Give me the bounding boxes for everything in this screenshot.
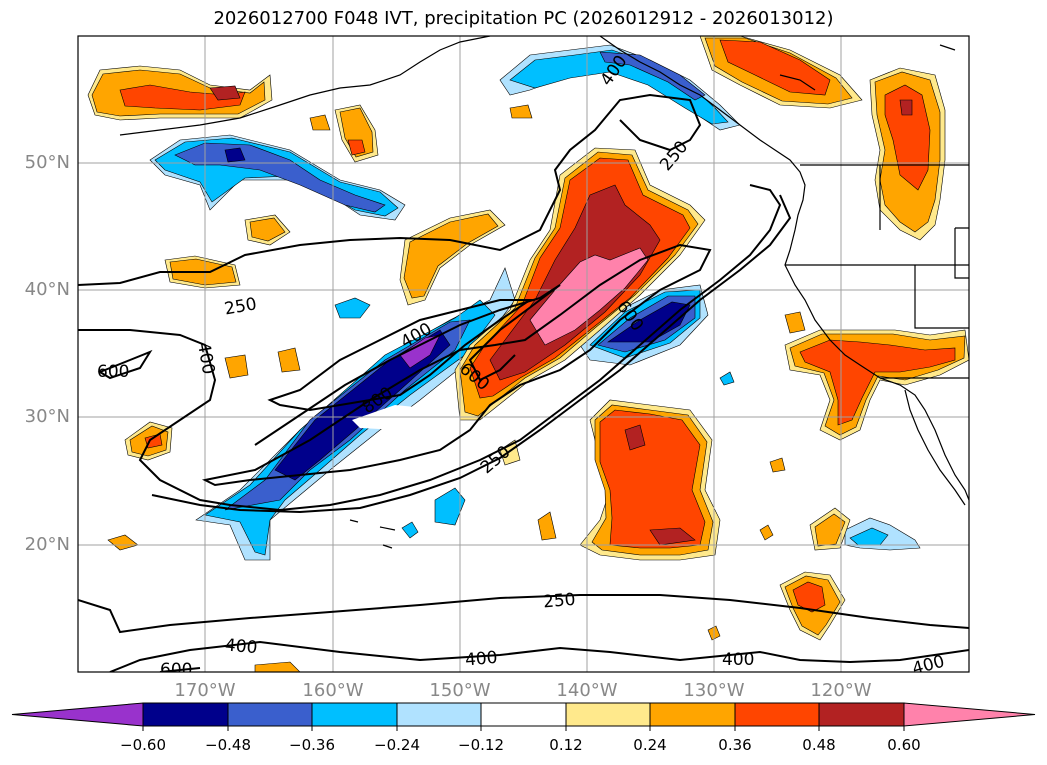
lon-label: 120°W <box>810 680 872 701</box>
colorbar-segment <box>311 702 398 727</box>
contour-label: 400 <box>722 650 754 670</box>
colorbar-tick-label: −0.24 <box>374 736 420 754</box>
contour-label: 400 <box>910 652 947 680</box>
colorbar-tick-label: −0.36 <box>289 736 335 754</box>
colorbar-tick-label: 0.12 <box>549 736 583 754</box>
lat-lon-grid <box>78 36 969 672</box>
colorbar-segment <box>480 702 567 727</box>
colorbar-tick-label: 0.36 <box>718 736 752 754</box>
coastlines <box>119 36 969 549</box>
lon-label: 150°W <box>429 680 491 701</box>
colorbar-segment <box>227 702 313 727</box>
colorbar-segment <box>565 702 651 727</box>
colorbar-tick-label: 0.48 <box>802 736 836 754</box>
colorbar-segment <box>649 702 736 727</box>
colorbar <box>11 702 1036 731</box>
colorbar-segment <box>396 702 482 727</box>
colorbar-tick-label: −0.48 <box>205 736 251 754</box>
lon-label: 130°W <box>683 680 745 701</box>
colorbar-segment <box>142 702 229 727</box>
colorbar-tick-label: 0.24 <box>633 736 667 754</box>
colorbar-tick-label: −0.12 <box>458 736 504 754</box>
map-frame <box>77 35 970 673</box>
colorbar-segment <box>734 702 820 727</box>
colorbar-segment <box>818 702 905 727</box>
lat-label: 50°N <box>24 152 70 173</box>
contour-label: 400 <box>224 635 258 658</box>
lon-label: 140°W <box>556 680 618 701</box>
lat-label: 30°N <box>24 406 70 427</box>
contour-label: 600 <box>160 660 192 680</box>
colorbar-min-extension <box>11 702 144 727</box>
lat-label: 40°N <box>24 279 70 300</box>
colorbar-tick-label: −0.60 <box>120 736 166 754</box>
ivt-contours <box>78 93 969 672</box>
figure-title: 2026012700 F048 IVT, precipitation PC (2… <box>213 8 834 29</box>
contour-label: 600 <box>97 362 129 382</box>
lat-label: 20°N <box>24 534 70 555</box>
lon-label: 160°W <box>302 680 364 701</box>
colorbar-tick-label: 0.60 <box>887 736 921 754</box>
lon-label: 170°W <box>174 680 236 701</box>
contour-label: 250 <box>542 590 576 613</box>
colorbar-max-extension <box>903 702 1036 727</box>
positive-anomaly-shading <box>87 36 969 672</box>
contour-label: 400 <box>464 648 498 671</box>
